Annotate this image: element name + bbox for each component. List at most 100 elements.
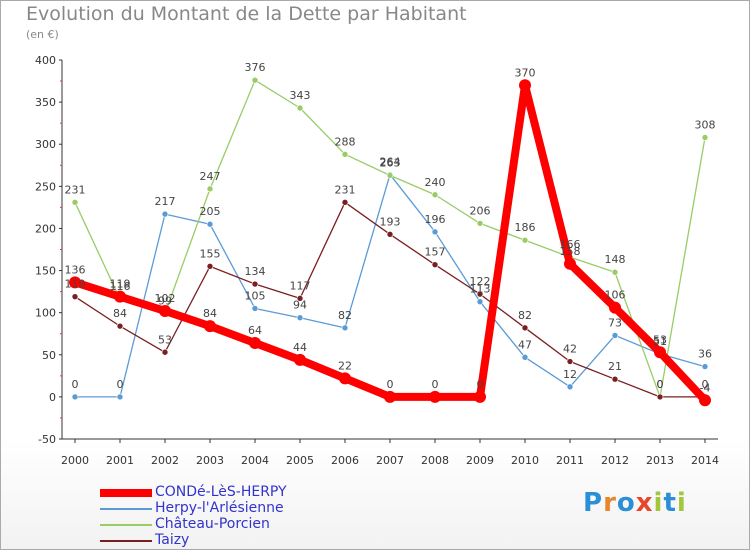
data-point: [656, 393, 664, 401]
data-label: 263: [380, 156, 401, 169]
data-point: [341, 151, 349, 158]
data-point: [386, 231, 394, 238]
data-label: 148: [605, 253, 626, 266]
x-tick-label: 2006: [331, 454, 359, 467]
data-label: -4: [700, 381, 711, 394]
data-label: 308: [695, 118, 716, 131]
data-point: [699, 394, 711, 407]
data-point: [476, 298, 484, 306]
legend-label: Château-Porcien: [155, 516, 270, 532]
x-tick-label: 2007: [376, 454, 404, 467]
x-tick-label: 2003: [196, 454, 224, 467]
data-point: [701, 134, 709, 141]
data-point: [251, 76, 259, 84]
data-label: 84: [203, 307, 217, 320]
data-point: [521, 324, 529, 332]
data-point: [476, 290, 484, 298]
y-tick-label: 250: [35, 180, 56, 193]
data-point: [116, 393, 124, 401]
data-label: 53: [158, 333, 172, 346]
brand-letter: x: [635, 488, 654, 518]
data-label: 47: [518, 338, 532, 351]
data-point: [431, 191, 439, 199]
data-label: 288: [335, 135, 356, 148]
data-label: 136: [65, 263, 86, 276]
series-line-0: [71, 81, 709, 405]
legend-label: Taizy: [155, 532, 190, 548]
y-tick-label: 300: [35, 138, 56, 151]
brand-letter: i: [676, 488, 687, 518]
chart-title: Evolution du Montant de la Dette par Hab…: [26, 3, 467, 25]
data-label: 193: [380, 215, 401, 228]
data-label: 166: [560, 238, 581, 251]
data-label: 0: [72, 378, 79, 391]
data-label: 376: [245, 61, 266, 74]
data-point: [206, 263, 214, 270]
data-label: 0: [477, 378, 484, 391]
data-label: 157: [425, 246, 446, 259]
data-label: 82: [338, 309, 352, 322]
data-point: [161, 210, 169, 218]
data-point: [161, 348, 169, 356]
data-label: 155: [200, 247, 221, 260]
data-point: [114, 290, 126, 303]
data-label: 196: [425, 213, 446, 226]
data-label: 73: [608, 316, 622, 329]
data-point: [294, 353, 306, 366]
brand-letter: P: [583, 488, 604, 518]
data-label: 53: [653, 333, 667, 346]
data-label: 343: [290, 89, 311, 102]
data-label: 247: [200, 170, 221, 183]
legend-swatch: [100, 540, 152, 542]
data-point: [429, 390, 441, 403]
x-tick-label: 2008: [421, 454, 449, 467]
data-point: [386, 172, 394, 179]
data-label: 370: [515, 66, 536, 79]
data-label: 105: [245, 289, 266, 302]
data-point: [566, 358, 574, 365]
brand-letter: r: [603, 488, 617, 518]
data-label: 0: [117, 378, 124, 391]
data-point: [71, 293, 79, 300]
data-point: [431, 261, 439, 268]
data-label: 42: [563, 343, 577, 356]
data-point: [474, 390, 486, 403]
legend-label: CONDé-LèS-HERPY: [155, 484, 287, 500]
data-label: 94: [293, 299, 307, 312]
y-tick-label: -50: [38, 433, 56, 446]
data-label: 217: [155, 195, 176, 208]
data-label: 36: [698, 348, 712, 361]
brand-letter: t: [663, 488, 677, 518]
data-point: [476, 220, 484, 227]
data-point: [611, 332, 619, 339]
data-point: [249, 336, 261, 349]
x-tick-label: 2012: [601, 454, 629, 467]
data-label: 158: [560, 245, 581, 258]
data-point: [296, 314, 304, 322]
data-label: 240: [425, 176, 446, 189]
data-label: 206: [470, 204, 491, 217]
data-point: [206, 185, 214, 193]
brand-letter: o: [616, 488, 636, 518]
data-label: 0: [702, 378, 709, 391]
x-tick-label: 2010: [511, 454, 539, 467]
data-point: [159, 304, 171, 317]
data-point: [71, 393, 79, 401]
brand-logo: Proxiti: [583, 488, 687, 518]
data-point: [521, 354, 529, 361]
data-label: 82: [518, 309, 532, 322]
data-point: [341, 324, 349, 332]
data-label: 106: [605, 289, 626, 302]
data-label: 231: [335, 183, 356, 196]
series-line-2: [74, 79, 706, 398]
data-point: [654, 346, 666, 359]
brand-letter: i: [653, 488, 664, 518]
data-point: [611, 268, 619, 276]
data-point: [609, 301, 621, 314]
data-label: 21: [608, 360, 622, 373]
legend-swatch: [100, 524, 152, 526]
y-tick-label: 400: [35, 54, 56, 67]
y-tick-label: 0: [49, 391, 56, 404]
